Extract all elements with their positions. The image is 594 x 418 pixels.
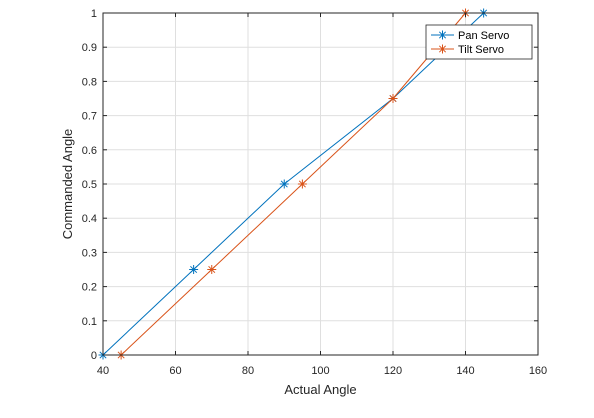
y-tick-label: 1 <box>91 8 97 20</box>
legend-marker <box>438 30 447 40</box>
y-tick-label: 0.9 <box>82 42 97 54</box>
y-tick-label: 0.5 <box>82 179 97 191</box>
x-tick-label: 100 <box>311 365 329 377</box>
data-point-marker <box>207 265 217 274</box>
data-point-marker <box>189 265 199 274</box>
x-tick-label: 60 <box>169 365 181 377</box>
y-tick-label: 0.7 <box>82 111 97 123</box>
legend-entry: Pan Servo <box>431 30 509 42</box>
axes <box>102 12 539 356</box>
y-tick-label: 0.4 <box>82 213 97 225</box>
y-axis-label: Commanded Angle <box>60 129 75 240</box>
y-tick-label: 0 <box>91 350 97 362</box>
legend-box <box>425 24 533 60</box>
legend-label: Pan Servo <box>458 30 509 42</box>
legend-entry: Tilt Servo <box>431 44 504 56</box>
legend: Pan Servo Tilt Servo <box>425 24 533 60</box>
x-tick-label: 40 <box>97 365 109 377</box>
data-point-marker <box>297 179 307 189</box>
data-point-marker <box>388 94 398 103</box>
y-tick-label: 0.6 <box>82 145 97 157</box>
legend-marker <box>438 44 447 54</box>
x-tick-label: 80 <box>242 365 254 377</box>
y-tick-label: 0.1 <box>82 316 97 328</box>
legend-label: Tilt Servo <box>458 44 504 56</box>
data-point-marker <box>279 179 289 189</box>
x-tick-label: 120 <box>384 365 402 377</box>
tick-labels: 40 60 80 100 120 140 160 0 0.1 0.2 0.3 0.4 0.5 0.6 0.7… <box>82 8 547 377</box>
y-tick-label: 0.3 <box>82 247 97 259</box>
series-layer <box>98 8 489 360</box>
y-tick-label: 0.2 <box>82 282 97 294</box>
x-axis-label: Actual Angle <box>284 382 356 397</box>
x-tick-label: 140 <box>456 365 474 377</box>
y-tick-label: 0.8 <box>82 76 97 88</box>
x-tick-label: 160 <box>529 365 547 377</box>
